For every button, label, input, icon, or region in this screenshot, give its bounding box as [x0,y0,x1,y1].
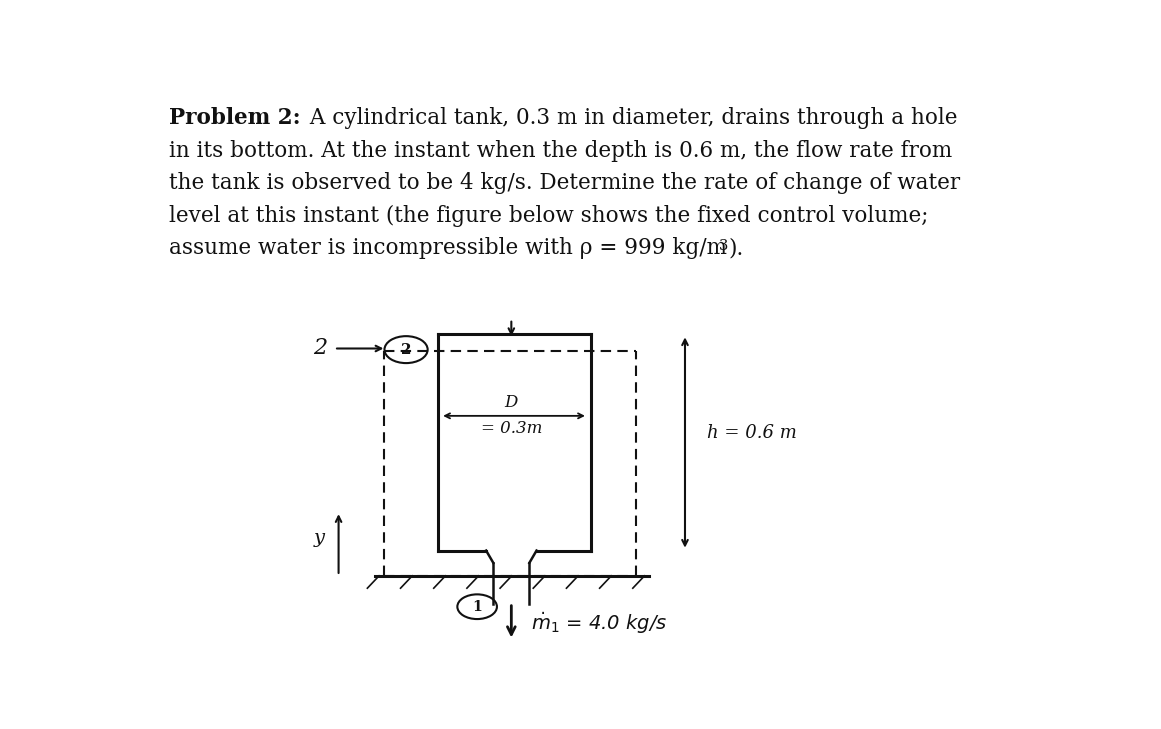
Text: Problem 2:: Problem 2: [170,107,301,129]
Text: 2: 2 [401,343,411,356]
Text: A cylindrical tank, 0.3 m in diameter, drains through a hole: A cylindrical tank, 0.3 m in diameter, d… [303,107,957,129]
Text: ).: ). [728,238,743,260]
Text: assume water is incompressible with ρ = 999 kg/m: assume water is incompressible with ρ = … [170,238,728,260]
Text: D: D [505,394,518,411]
Text: = 0.3m: = 0.3m [481,421,542,437]
Text: level at this instant (the figure below shows the fixed control volume;: level at this instant (the figure below … [170,205,929,227]
Text: $\dot{m}_1$ = 4.0 kg/s: $\dot{m}_1$ = 4.0 kg/s [531,611,668,636]
Text: 2: 2 [313,338,327,359]
Text: h = 0.6 m: h = 0.6 m [707,424,798,442]
Text: y: y [313,529,324,547]
Text: 1: 1 [473,600,482,614]
Text: in its bottom. At the instant when the depth is 0.6 m, the flow rate from: in its bottom. At the instant when the d… [170,140,953,162]
Text: the tank is observed to be 4 kg/s. Determine the rate of change of water: the tank is observed to be 4 kg/s. Deter… [170,172,960,194]
Text: 3: 3 [719,239,729,253]
